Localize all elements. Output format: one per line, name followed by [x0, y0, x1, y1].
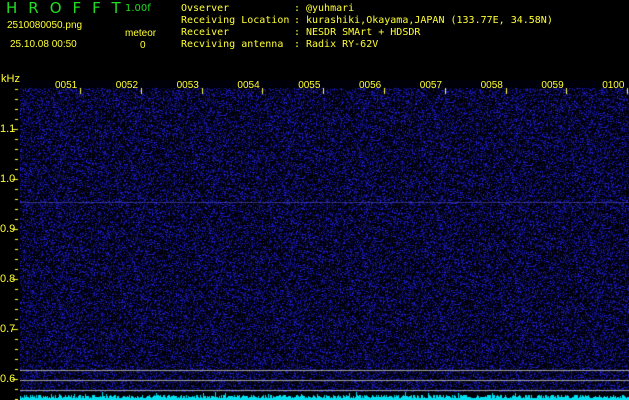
info-separator: :	[294, 27, 301, 38]
time-tick-label: 0056	[359, 80, 382, 91]
info-separator: :	[294, 15, 301, 26]
info-label: Receiver	[181, 27, 230, 38]
info-label: Recviving antenna	[181, 39, 284, 50]
time-tick-label: 0100	[602, 80, 625, 91]
time-tick-label: 0057	[419, 80, 443, 91]
info-separator: :	[294, 3, 301, 14]
info-value: NESDR SMArt + HDSDR	[306, 27, 421, 38]
file-datetime: 25.10.08 00:50	[10, 39, 77, 50]
info-label: Ovserver	[181, 3, 230, 14]
time-tick-label: 0054	[237, 80, 260, 91]
file-name: 2510080050.png	[7, 20, 83, 31]
meteor-count: 0	[140, 40, 146, 51]
time-tick-label: 0055	[298, 80, 321, 91]
meteor-label: meteor	[125, 28, 157, 39]
info-separator: :	[294, 39, 301, 50]
app-logo: HROFFT	[6, 0, 132, 17]
info-label: Receiving Location	[181, 15, 290, 26]
time-tick-label: 0052	[115, 80, 139, 91]
time-tick-label: 0051	[55, 80, 78, 91]
app-version: 1.00f	[125, 3, 151, 14]
spectrogram	[20, 80, 629, 400]
info-value: Radix RY-62V	[306, 39, 379, 50]
info-value: kurashiki,Okayama,JAPAN (133.77E, 34.58N…	[306, 15, 553, 26]
info-value: @yuhmari	[306, 3, 355, 14]
time-tick-label: 0059	[541, 80, 564, 91]
y-axis-ticks	[0, 80, 20, 400]
time-tick-label: 0058	[480, 80, 503, 91]
time-tick-label: 0053	[176, 80, 199, 91]
